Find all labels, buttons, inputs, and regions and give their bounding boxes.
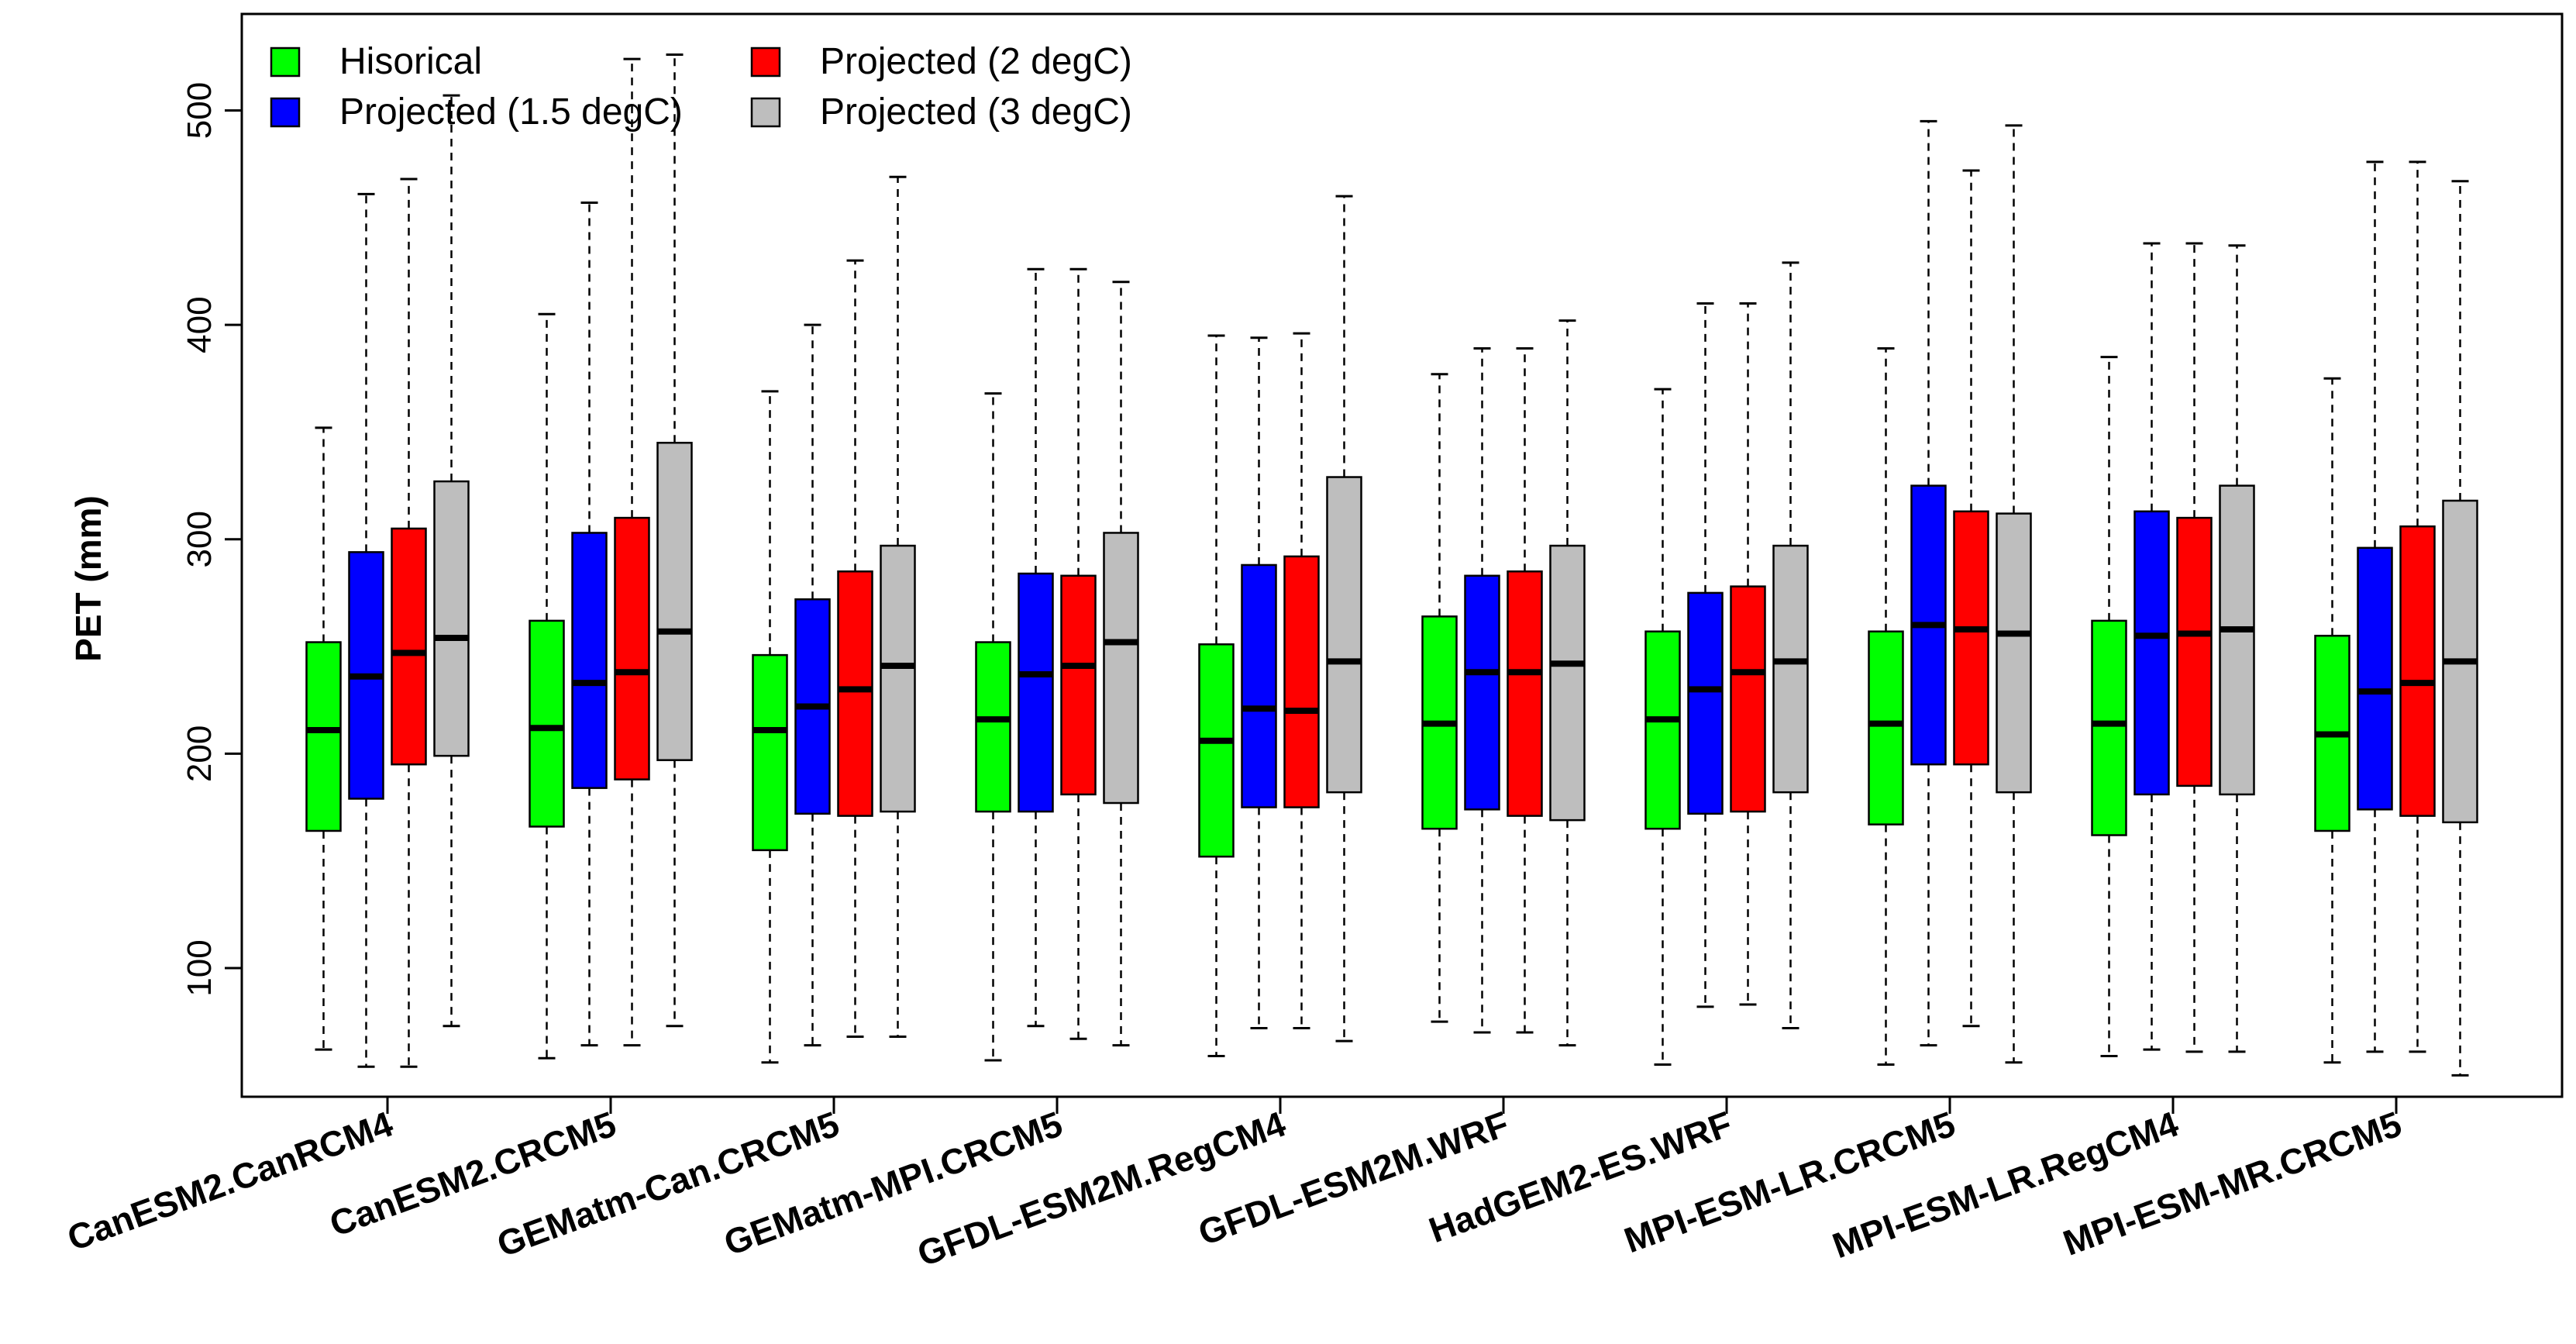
box-iqr bbox=[1326, 476, 1362, 794]
box-hisorical bbox=[752, 390, 788, 1064]
box-hisorical bbox=[1421, 373, 1458, 1023]
box-iqr bbox=[1644, 630, 1681, 830]
box-projected-1-5-degc- bbox=[1910, 119, 1947, 1047]
box-iqr bbox=[837, 570, 873, 817]
y-tick-label: 200 bbox=[181, 725, 219, 782]
legend-swatch bbox=[750, 47, 781, 78]
box-iqr bbox=[2357, 546, 2393, 811]
legend-label: Projected (1.5 degC) bbox=[339, 91, 683, 133]
box-projected-2-degc- bbox=[2399, 160, 2436, 1053]
box-iqr bbox=[2219, 484, 2255, 796]
box-projected-2-degc- bbox=[837, 259, 873, 1039]
box-iqr bbox=[1241, 563, 1277, 808]
box-iqr bbox=[391, 527, 427, 766]
legend-item: Hisorical bbox=[270, 41, 482, 82]
box-iqr bbox=[529, 619, 565, 828]
box-iqr bbox=[2133, 510, 2170, 796]
box-iqr bbox=[1060, 574, 1097, 796]
box-projected-1-5-degc- bbox=[1018, 267, 1054, 1028]
box-projected-1-5-degc- bbox=[1464, 347, 1500, 1034]
y-tick-label: 100 bbox=[181, 939, 219, 996]
box-projected-3-degc- bbox=[2442, 180, 2478, 1077]
plot-area bbox=[305, 53, 2478, 1077]
box-projected-1-5-degc- bbox=[348, 192, 384, 1068]
legend-swatch bbox=[270, 47, 301, 78]
legend: Hisorical Projected (1.5 degC) Projected (… bbox=[270, 41, 1132, 133]
box-projected-3-degc- bbox=[2219, 244, 2255, 1053]
box-projected-2-degc- bbox=[391, 177, 427, 1068]
box-projected-2-degc- bbox=[1953, 169, 1989, 1028]
box-projected-3-degc- bbox=[880, 175, 916, 1039]
box-hisorical bbox=[2091, 356, 2127, 1057]
box-projected-1-5-degc- bbox=[1241, 336, 1277, 1029]
box-iqr bbox=[2091, 619, 2127, 836]
box-projected-3-degc- bbox=[433, 94, 470, 1028]
y-tick-label: 300 bbox=[181, 511, 219, 567]
box-iqr bbox=[1198, 643, 1235, 858]
box-projected-3-degc- bbox=[1326, 195, 1362, 1042]
box-iqr bbox=[975, 641, 1011, 813]
y-tick-label: 500 bbox=[181, 82, 219, 139]
legend-swatch bbox=[270, 97, 301, 128]
box-iqr bbox=[1772, 544, 1809, 794]
y-axis-title: PET (mm) bbox=[68, 495, 108, 662]
box-projected-3-degc- bbox=[1996, 124, 2032, 1064]
box-iqr bbox=[1464, 574, 1500, 811]
legend-label: Projected (2 degC) bbox=[820, 41, 1132, 82]
box-iqr bbox=[1507, 570, 1543, 817]
box-iqr bbox=[1996, 512, 2032, 794]
box-projected-2-degc- bbox=[1507, 347, 1543, 1034]
box-iqr bbox=[1730, 585, 1766, 813]
box-projected-2-degc- bbox=[1283, 332, 1320, 1029]
box-projected-3-degc- bbox=[1103, 281, 1139, 1047]
box-hisorical bbox=[1644, 388, 1681, 1067]
legend-item: Projected (2 degC) bbox=[750, 41, 1132, 82]
box-projected-3-degc- bbox=[1772, 261, 1809, 1029]
box-iqr bbox=[1953, 510, 1989, 766]
box-iqr bbox=[571, 532, 608, 789]
legend-item: Projected (3 degC) bbox=[750, 91, 1132, 133]
box-projected-2-degc- bbox=[2176, 242, 2213, 1053]
box-projected-1-5-degc- bbox=[571, 201, 608, 1047]
box-iqr bbox=[2399, 525, 2436, 817]
box-projected-2-degc- bbox=[1730, 302, 1766, 1006]
box-hisorical bbox=[975, 392, 1011, 1062]
x-category-label: GFDL-ESM2M.RegCM4 bbox=[912, 1103, 1291, 1273]
legend-label: Hisorical bbox=[339, 41, 482, 82]
box-iqr bbox=[2176, 516, 2213, 787]
legend-item: Projected (1.5 degC) bbox=[270, 91, 683, 133]
box-iqr bbox=[1687, 591, 1724, 815]
box-projected-1-5-degc- bbox=[1687, 302, 1724, 1008]
box-projected-2-degc- bbox=[1060, 267, 1097, 1040]
box-iqr bbox=[614, 516, 650, 781]
legend-swatch bbox=[750, 97, 781, 128]
box-hisorical bbox=[529, 312, 565, 1060]
box-iqr bbox=[1103, 532, 1139, 805]
box-iqr bbox=[752, 653, 788, 852]
box-iqr bbox=[656, 442, 693, 761]
box-iqr bbox=[1018, 572, 1054, 813]
box-hisorical bbox=[305, 426, 342, 1051]
box-iqr bbox=[433, 480, 470, 757]
box-projected-3-degc- bbox=[1549, 319, 1586, 1047]
box-iqr bbox=[1283, 555, 1320, 808]
box-iqr bbox=[1549, 544, 1586, 822]
box-projected-3-degc- bbox=[656, 53, 693, 1028]
box-hisorical bbox=[1198, 334, 1235, 1057]
box-iqr bbox=[880, 544, 916, 813]
box-projected-1-5-degc- bbox=[2357, 160, 2393, 1053]
box-hisorical bbox=[1868, 347, 1904, 1067]
y-tick-label: 400 bbox=[181, 296, 219, 353]
box-projected-1-5-degc- bbox=[2133, 242, 2170, 1051]
box-iqr bbox=[1868, 630, 1904, 825]
box-projected-1-5-degc- bbox=[794, 323, 831, 1047]
box-hisorical bbox=[2314, 377, 2350, 1064]
legend-label: Projected (3 degC) bbox=[820, 91, 1132, 133]
box-projected-2-degc- bbox=[614, 57, 650, 1047]
box-iqr bbox=[305, 641, 342, 832]
